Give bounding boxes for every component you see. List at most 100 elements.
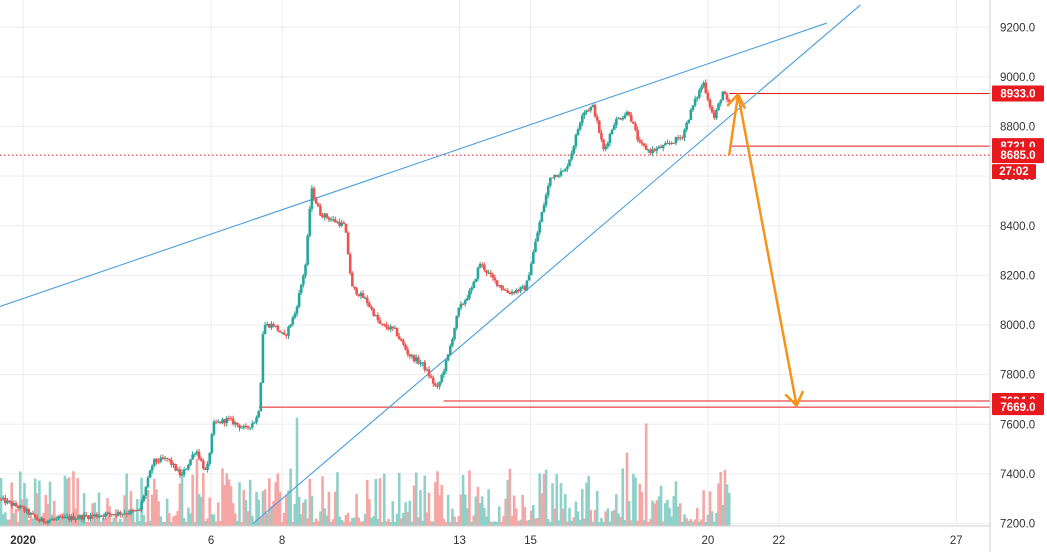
volume-bar-4: [8, 519, 11, 526]
candle-body-36: [76, 518, 80, 520]
volume-bar-120: [255, 491, 258, 526]
candle-body-5: [10, 501, 14, 506]
grid: [0, 0, 990, 526]
candle-body-110: [233, 422, 237, 425]
trendline-lower: [252, 4, 861, 524]
volume-bar-256: [544, 469, 548, 526]
candle-body-104: [221, 419, 224, 424]
candle-body-317: [674, 137, 678, 144]
volume-bar-312: [664, 503, 667, 526]
volume-bar-202: [429, 521, 433, 526]
candle-body-130: [276, 325, 280, 331]
volume-bar-259: [551, 483, 554, 526]
candle-body-37: [78, 515, 82, 519]
volume-bar-235: [500, 521, 503, 526]
candle-body-95: [202, 460, 205, 469]
candle-body-310: [659, 146, 663, 149]
volume-bar-107: [227, 479, 231, 526]
volume-bar-95: [202, 473, 205, 526]
candle-body-259: [551, 177, 554, 179]
candle-body-329: [700, 86, 703, 91]
candle-body-252: [536, 232, 539, 242]
candle-body-327: [695, 97, 699, 99]
volume-bar-30: [63, 475, 67, 526]
candle-body-97: [206, 463, 209, 470]
candle-body-307: [653, 149, 656, 151]
volume-bar-293: [623, 519, 627, 526]
volume-bar-272: [578, 519, 582, 526]
candle-body-337: [717, 103, 720, 110]
candle-body-197: [419, 363, 422, 365]
volume-bar-56: [118, 519, 122, 526]
volume-bar-230: [489, 521, 493, 526]
volume-bar-303: [644, 423, 648, 526]
volume-bar-267: [568, 507, 571, 526]
candle-body-170: [361, 292, 365, 298]
candle-body-245: [521, 286, 524, 288]
volume-bar-147: [312, 521, 316, 526]
volume-bar-155: [329, 521, 333, 526]
volume-bar-302: [642, 520, 646, 526]
candle-body-67: [142, 495, 146, 502]
candle-body-219: [466, 298, 469, 301]
volume-bar-104: [221, 468, 224, 526]
candle-body-118: [250, 423, 254, 428]
candle-body-148: [314, 198, 318, 204]
volume-bar-18: [38, 480, 41, 526]
candle-body-42: [89, 515, 92, 519]
volume-bar-41: [87, 521, 90, 526]
volume-bar-294: [625, 452, 629, 526]
volume-bar-88: [187, 507, 190, 526]
volume-bar-29: [61, 512, 65, 526]
candle-body-298: [634, 123, 637, 130]
candle-body-158: [336, 221, 339, 223]
candle-body-129: [274, 325, 278, 327]
volume-bar-309: [657, 496, 661, 526]
volume-bar-212: [451, 508, 454, 526]
candle-body-55: [116, 512, 120, 516]
volume-bar-143: [304, 499, 307, 526]
volume-bar-331: [704, 521, 708, 526]
candle-body-102: [216, 421, 220, 423]
volume-bar-78: [165, 498, 169, 526]
candle-body-211: [448, 345, 452, 355]
candle-body-69: [146, 477, 150, 488]
candle-body-184: [391, 326, 395, 329]
candle-body-71: [150, 465, 154, 471]
volume-bar-200: [425, 512, 429, 526]
volume-bar-340: [723, 469, 727, 526]
volume-bar-208: [442, 518, 446, 526]
volume-bar-191: [406, 511, 410, 526]
x-tick-label-4: 15: [524, 535, 537, 547]
x-tick-label-5: 20: [702, 535, 715, 547]
volume-bar-229: [487, 489, 490, 526]
candle-body-146: [310, 188, 314, 209]
volume-bar-239: [508, 468, 512, 526]
candle-body-213: [453, 328, 456, 340]
volume-bar-289: [615, 494, 618, 526]
volume-bar-61: [129, 491, 133, 526]
candle-body-311: [661, 145, 665, 149]
x-tick-label-1: 6: [208, 535, 214, 547]
candle-body-218: [463, 300, 467, 304]
arrowhead-up: [726, 92, 747, 110]
volume-bar-305: [649, 519, 652, 526]
candle-body-80: [170, 459, 173, 465]
candle-body-314: [668, 142, 671, 144]
volume-bar-326: [693, 519, 697, 526]
candle-body-315: [670, 142, 674, 144]
candle-body-318: [676, 137, 680, 139]
candle-body-304: [646, 149, 650, 151]
candle-body-255: [542, 205, 546, 213]
volume-bar-138: [293, 503, 297, 526]
y-tick-label-2: 7600.0: [1000, 419, 1035, 431]
volume-bar-159: [338, 516, 341, 526]
volume-bar-193: [410, 521, 414, 526]
candle-body-275: [585, 110, 588, 113]
volume-bar-195: [414, 472, 418, 526]
candle-body-305: [649, 149, 652, 154]
volume-bar-290: [617, 513, 620, 526]
candle-body-61: [129, 510, 133, 514]
